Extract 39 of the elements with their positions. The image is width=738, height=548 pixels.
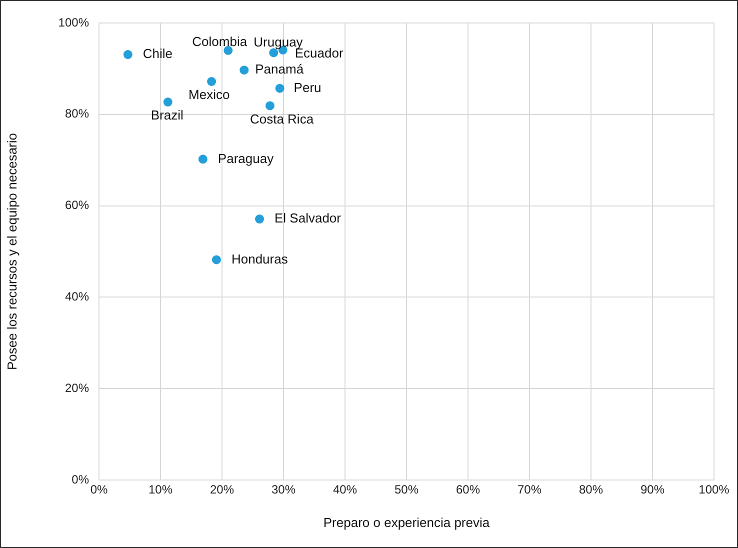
x-tick-label: 50% xyxy=(394,482,419,497)
x-tick-label: 40% xyxy=(332,482,358,497)
annotation: El Salvador xyxy=(274,210,342,226)
point xyxy=(275,84,284,93)
y-tick-label: 80% xyxy=(64,106,90,121)
x-tick-label: 10% xyxy=(148,482,173,497)
point xyxy=(265,101,274,110)
x-tick-label: 80% xyxy=(578,482,604,497)
y-axis-title: Posee los recursos y el equipo necesario xyxy=(4,132,20,370)
point xyxy=(207,76,216,86)
y-tick-label: 20% xyxy=(64,380,90,395)
y-tick-label: 0% xyxy=(72,472,90,486)
annotation: Colombia xyxy=(192,34,248,49)
point xyxy=(198,154,208,164)
annotation: Panamá xyxy=(255,62,304,77)
x-tick-label: 60% xyxy=(456,482,480,497)
x-tick-label: 0% xyxy=(90,482,108,497)
point xyxy=(123,50,132,60)
x-tick-label: 90% xyxy=(640,482,665,497)
annotation: Honduras xyxy=(231,251,288,266)
annotation: Paraguay xyxy=(218,150,274,166)
x-axis-title: Preparo o experiencia previa xyxy=(323,514,490,530)
annotation: Peru xyxy=(294,80,322,95)
x-tick-label: 20% xyxy=(210,482,234,497)
y-tick-label: 100% xyxy=(58,15,90,30)
y-tick-label: 40% xyxy=(64,290,90,304)
annotation: Mexico xyxy=(188,87,230,102)
annotation: Uruguay xyxy=(254,34,304,50)
point xyxy=(255,214,264,224)
annotation: Chile xyxy=(142,46,173,62)
x-tick-label: 100% xyxy=(698,482,730,497)
point xyxy=(240,66,249,75)
x-tick-label: 70% xyxy=(517,482,542,497)
annotation: Costa Rica xyxy=(250,111,314,126)
point xyxy=(163,98,172,107)
y-tick-label: 60% xyxy=(64,198,90,212)
point xyxy=(212,255,221,264)
annotation: Brazil xyxy=(150,108,184,123)
x-tick-label: 30% xyxy=(271,482,296,497)
